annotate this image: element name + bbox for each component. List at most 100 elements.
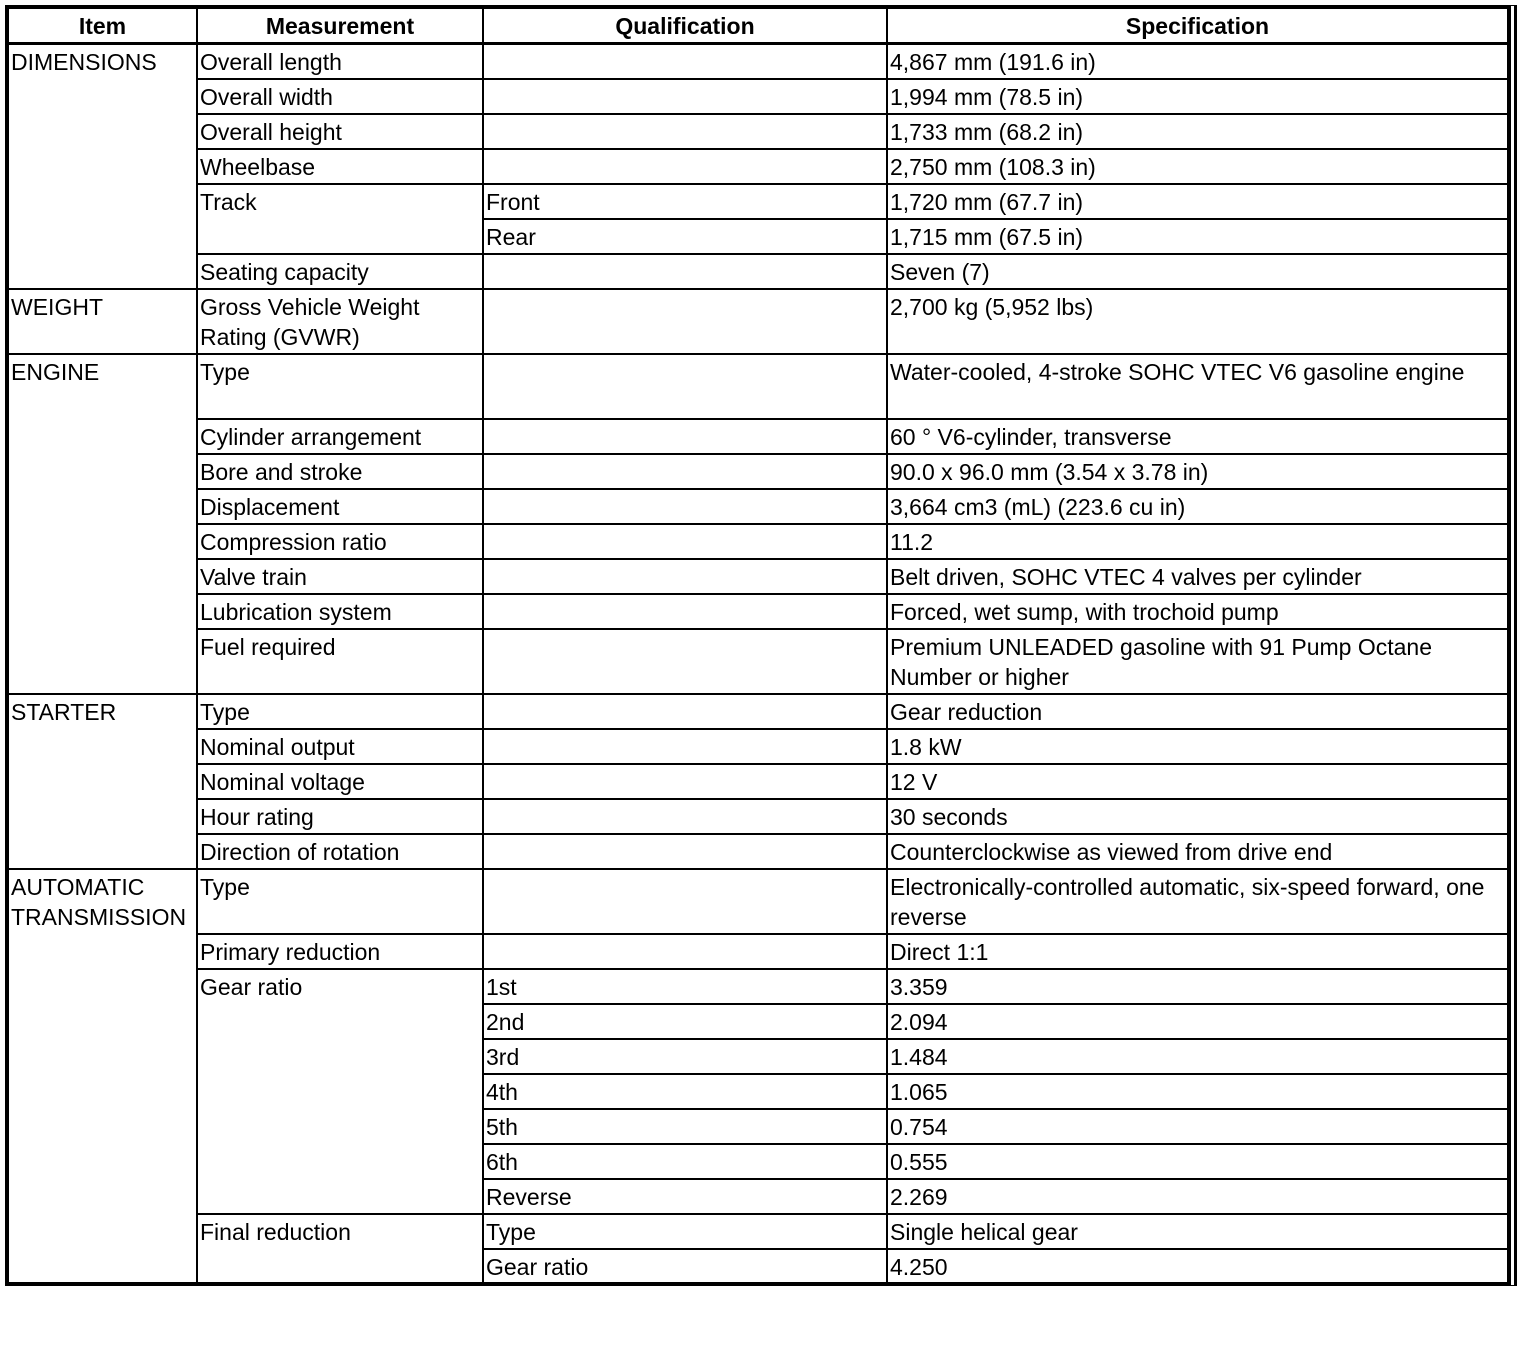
table-row: Compression ratio 11.2 xyxy=(7,522,1510,560)
qualification-cell: Gear ratio xyxy=(482,1247,888,1285)
qualification-cell: 4th xyxy=(482,1072,888,1110)
qualification-cell: 5th xyxy=(482,1107,888,1145)
measurement-cell: Bore and stroke xyxy=(196,452,484,490)
measurement-cell: Compression ratio xyxy=(196,522,484,560)
specification-cell: Gear reduction xyxy=(886,692,1510,730)
qualification-cell: Rear xyxy=(482,217,888,255)
specification-cell: 1.065 xyxy=(886,1072,1510,1110)
table-row: Overall height 1,733 mm (68.2 in) xyxy=(7,112,1510,150)
qualification-cell xyxy=(482,147,888,185)
specification-cell: Direct 1:1 xyxy=(886,932,1510,970)
table-row: ENGINE Type Water-cooled, 4-stroke SOHC VT… xyxy=(6,352,1510,695)
qualification-cell: 3rd xyxy=(482,1037,888,1075)
table-row: Reverse 2.269 xyxy=(7,1177,1510,1215)
table-row: 2nd 2.094 xyxy=(7,1002,1510,1040)
measurement-cell: Valve train xyxy=(196,557,484,595)
specification-cell: 4,867 mm (191.6 in) xyxy=(886,42,1510,80)
measurement-cell: Nominal voltage xyxy=(196,762,484,800)
table-row: WEIGHT Gross Vehicle Weight Rating (GVWR)… xyxy=(6,287,1510,355)
measurement-cell: Gear ratio xyxy=(196,967,484,1215)
header-row: Item Measurement Qualification Specifica… xyxy=(6,6,1510,45)
qualification-cell xyxy=(482,867,888,935)
qualification-cell xyxy=(482,452,888,490)
specification-cell: 3,664 cm3 (mL) (223.6 cu in) xyxy=(886,487,1510,525)
qualification-cell xyxy=(482,287,888,355)
measurement-cell: Overall width xyxy=(196,77,484,115)
specification-cell: 1,733 mm (68.2 in) xyxy=(886,112,1510,150)
measurement-cell: Type xyxy=(196,692,484,730)
qualification-cell xyxy=(482,932,888,970)
measurement-cell: Overall height xyxy=(196,112,484,150)
specification-cell: 2.269 xyxy=(886,1177,1510,1215)
qualification-cell xyxy=(482,112,888,150)
qualification-cell: 6th xyxy=(482,1142,888,1180)
table-row: Nominal voltage 12 V xyxy=(7,762,1510,800)
table-row: Cylinder arrangement 60 ° V6-cylinder, tr… xyxy=(7,417,1510,455)
specification-cell: 0.754 xyxy=(886,1107,1510,1145)
table-row: Gear ratio 1st 3.359 xyxy=(7,967,1510,1215)
measurement-cell: Gross Vehicle Weight Rating (GVWR) xyxy=(196,287,484,355)
specification-cell: Single helical gear xyxy=(886,1212,1510,1250)
table-row: Hour rating 30 seconds xyxy=(7,797,1510,835)
qualification-cell: 2nd xyxy=(482,1002,888,1040)
measurement-cell: Lubrication system xyxy=(196,592,484,630)
measurement-cell: Type xyxy=(196,867,484,935)
specification-cell: Premium UNLEADED gasoline with 91 Pump O… xyxy=(886,627,1510,695)
specification-cell: 11.2 xyxy=(886,522,1510,560)
measurement-cell: Wheelbase xyxy=(196,147,484,185)
qualification-cell xyxy=(482,252,888,290)
specification-cell: 12 V xyxy=(886,762,1510,800)
table-row: STARTER Type Gear reduction xyxy=(6,692,1510,870)
table-row: 4th 1.065 xyxy=(7,1072,1510,1110)
qualification-cell xyxy=(482,727,888,765)
specification-cell: Electronically-controlled automatic, six… xyxy=(886,867,1510,935)
table-row: Track Front 1,720 mm (67.7 in) xyxy=(7,182,1510,255)
specification-cell: 1,715 mm (67.5 in) xyxy=(886,217,1510,255)
measurement-cell: Primary reduction xyxy=(196,932,484,970)
table-row: 3rd 1.484 xyxy=(7,1037,1510,1075)
measurement-cell: Fuel required xyxy=(196,627,484,695)
table-row: Fuel required Premium UNLEADED gasoline w… xyxy=(7,627,1510,695)
qualification-cell: Type xyxy=(482,1212,888,1250)
table-row: Bore and stroke 90.0 x 96.0 mm (3.54 x 3.… xyxy=(7,452,1510,490)
table-row: Rear 1,715 mm (67.5 in) xyxy=(7,217,1510,255)
qualification-cell xyxy=(482,557,888,595)
qualification-cell xyxy=(482,832,888,870)
measurement-cell: Overall length xyxy=(196,42,484,80)
specification-cell: 1.8 kW xyxy=(886,727,1510,765)
header-measurement: Measurement xyxy=(196,6,484,45)
specification-cell: 1,720 mm (67.7 in) xyxy=(886,182,1510,220)
specification-cell: 90.0 x 96.0 mm (3.54 x 3.78 in) xyxy=(886,452,1510,490)
specification-cell: 1.484 xyxy=(886,1037,1510,1075)
table-row: 6th 0.555 xyxy=(7,1142,1510,1180)
qualification-cell xyxy=(482,77,888,115)
specification-cell: 2,700 kg (5,952 lbs) xyxy=(886,287,1510,355)
qualification-cell xyxy=(482,352,888,420)
table-row: Primary reduction Direct 1:1 xyxy=(7,932,1510,970)
measurement-cell: Seating capacity xyxy=(196,252,484,290)
table-row: Direction of rotation Counterclockwise as… xyxy=(7,832,1510,870)
table-row: Valve train Belt driven, SOHC VTEC 4 valv… xyxy=(7,557,1510,595)
qualification-cell xyxy=(482,692,888,730)
header-specification: Specification xyxy=(886,6,1510,45)
table-row: Overall width 1,994 mm (78.5 in) xyxy=(7,77,1510,115)
table-body: DIMENSIONS Overall length 4,867 mm (191.6 … xyxy=(6,42,1510,1285)
item-cell: AUTOMATIC TRANSMISSION xyxy=(6,867,198,1285)
qualification-cell xyxy=(482,487,888,525)
table-row: DIMENSIONS Overall length 4,867 mm (191.6 … xyxy=(6,42,1510,290)
qualification-cell xyxy=(482,522,888,560)
header-qualification: Qualification xyxy=(482,6,888,45)
table-row: AUTOMATIC TRANSMISSION Type Electronically… xyxy=(6,867,1510,1285)
qualification-cell xyxy=(482,627,888,695)
qualification-cell: Reverse xyxy=(482,1177,888,1215)
measurement-cell: Nominal output xyxy=(196,727,484,765)
item-cell: WEIGHT xyxy=(6,287,198,355)
table-row: Gear ratio 4.250 xyxy=(7,1247,1510,1285)
header-item: Item xyxy=(6,6,198,45)
specification-cell: 3.359 xyxy=(886,967,1510,1005)
specification-cell: Belt driven, SOHC VTEC 4 valves per cyli… xyxy=(886,557,1510,595)
specification-cell: 1,994 mm (78.5 in) xyxy=(886,77,1510,115)
item-cell: ENGINE xyxy=(6,352,198,695)
specification-cell: 30 seconds xyxy=(886,797,1510,835)
specification-cell: 2.094 xyxy=(886,1002,1510,1040)
